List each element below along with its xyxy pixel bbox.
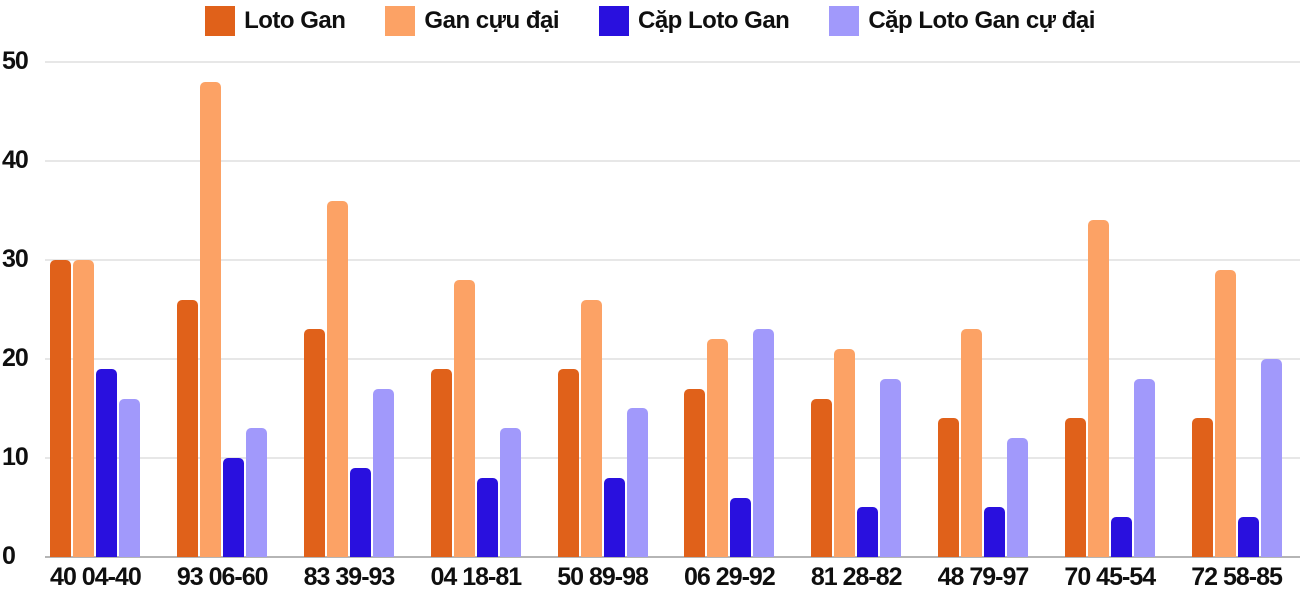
bar-cặp-loto-gan-cự-đại[interactable] [880, 379, 902, 557]
bar-cặp-loto-gan-cự-đại[interactable] [119, 399, 141, 557]
y-tick-label: 10 [2, 443, 29, 471]
legend-item-1[interactable]: Loto Gan [205, 6, 346, 36]
bar-loto-gan[interactable] [303, 329, 325, 557]
bar-gan-cựu-đại[interactable] [73, 260, 95, 557]
bar-cặp-loto-gan[interactable] [857, 507, 879, 557]
x-category-label: 48 79-97 [937, 563, 1030, 591]
bar-group-9 [1046, 62, 1173, 557]
y-tick-label: 20 [2, 344, 29, 372]
bar-group-5 [539, 62, 666, 557]
x-axis-line [45, 556, 1300, 558]
bar-loto-gan[interactable] [1064, 418, 1086, 557]
bar-cặp-loto-gan-cự-đại[interactable] [626, 408, 648, 557]
bar-group-8 [920, 62, 1047, 557]
bar-cặp-loto-gan[interactable] [1237, 517, 1259, 557]
y-tick-label: 0 [2, 542, 16, 570]
legend-item-4[interactable]: Cặp Loto Gan cự đại [829, 6, 1095, 36]
bar-group-1 [32, 62, 159, 557]
plot-area [32, 62, 1300, 557]
x-category-label: 06 29-92 [684, 563, 776, 591]
bar-gan-cựu-đại[interactable] [326, 201, 348, 557]
bar-cặp-loto-gan[interactable] [603, 478, 625, 557]
y-tick-label: 50 [2, 47, 29, 75]
bar-loto-gan[interactable] [430, 369, 452, 557]
y-tick-label: 40 [2, 146, 29, 174]
x-category-label: 04 18-81 [430, 563, 522, 591]
bar-cặp-loto-gan-cự-đại[interactable] [1260, 359, 1282, 557]
bar-loto-gan[interactable] [684, 389, 706, 557]
legend-label: Loto Gan [244, 7, 346, 34]
bar-cặp-loto-gan[interactable] [223, 458, 245, 557]
legend-swatch-icon [829, 6, 860, 36]
y-tick-label: 30 [2, 245, 29, 273]
bar-gan-cựu-đại[interactable] [707, 339, 729, 557]
x-category-label: 81 28-82 [810, 563, 903, 591]
legend-swatch-icon [599, 6, 629, 36]
bar-group-6 [666, 62, 793, 557]
bar-gan-cựu-đại[interactable] [580, 300, 602, 557]
bar-group-3 [286, 62, 413, 557]
bar-cặp-loto-gan-cự-đại[interactable] [246, 428, 268, 557]
legend-swatch-icon [385, 6, 416, 36]
bar-loto-gan[interactable] [177, 300, 199, 557]
bar-cặp-loto-gan-cự-đại[interactable] [372, 389, 394, 557]
bar-gan-cựu-đại[interactable] [960, 329, 982, 557]
bar-cặp-loto-gan[interactable] [1110, 517, 1132, 557]
bar-gan-cựu-đại[interactable] [1087, 220, 1109, 557]
bar-cặp-loto-gan-cự-đại[interactable] [499, 428, 521, 557]
bar-group-7 [793, 62, 920, 557]
bar-cặp-loto-gan-cự-đại[interactable] [1133, 379, 1155, 557]
x-category-label: 70 45-54 [1064, 563, 1156, 591]
gridline [45, 160, 1300, 162]
bar-cặp-loto-gan-cự-đại[interactable] [1006, 438, 1028, 557]
bar-loto-gan[interactable] [50, 260, 72, 557]
bar-gan-cựu-đại[interactable] [1214, 270, 1236, 557]
gridline [45, 358, 1300, 360]
bar-gan-cựu-đại[interactable] [453, 280, 475, 557]
bar-group-2 [159, 62, 286, 557]
gridline [45, 259, 1300, 261]
bar-gan-cựu-đại[interactable] [200, 82, 222, 557]
legend-item-3[interactable]: Cặp Loto Gan [599, 6, 790, 36]
bar-loto-gan[interactable] [937, 418, 959, 557]
bar-cặp-loto-gan[interactable] [349, 468, 371, 557]
legend-swatch-icon [205, 6, 236, 36]
legend-label: Gan cựu đại [424, 7, 559, 34]
bar-loto-gan[interactable] [811, 399, 833, 557]
x-axis-labels: 40 04-40 93 06-60 83 39-93 04 18-81 50 89-98… [32, 563, 1300, 592]
gridline [45, 61, 1300, 63]
bar-group-4 [412, 62, 539, 557]
bar-cặp-loto-gan[interactable] [983, 507, 1005, 557]
gridline [45, 457, 1300, 459]
x-category-label: 93 06-60 [176, 563, 269, 591]
legend: Loto Gan Gan cựu đại Cặp Loto Gan Cặp Loto … [0, 6, 1300, 36]
bar-gan-cựu-đại[interactable] [834, 349, 856, 557]
x-category-label: 40 04-40 [50, 563, 142, 591]
x-category-label: 72 58-85 [1191, 563, 1283, 591]
bar-loto-gan[interactable] [1191, 418, 1213, 557]
bar-cặp-loto-gan-cự-đại[interactable] [753, 329, 775, 557]
x-category-label: 83 39-93 [303, 563, 396, 591]
bar-cặp-loto-gan[interactable] [96, 369, 118, 557]
bar-group-10 [1173, 62, 1300, 557]
x-category-label: 50 89-98 [557, 563, 649, 591]
bar-cặp-loto-gan[interactable] [730, 498, 752, 557]
legend-item-2[interactable]: Gan cựu đại [385, 6, 559, 36]
bar-loto-gan[interactable] [557, 369, 579, 557]
legend-label: Cặp Loto Gan cự đại [868, 7, 1095, 34]
legend-label: Cặp Loto Gan [638, 7, 790, 34]
bar-cặp-loto-gan[interactable] [476, 478, 498, 557]
